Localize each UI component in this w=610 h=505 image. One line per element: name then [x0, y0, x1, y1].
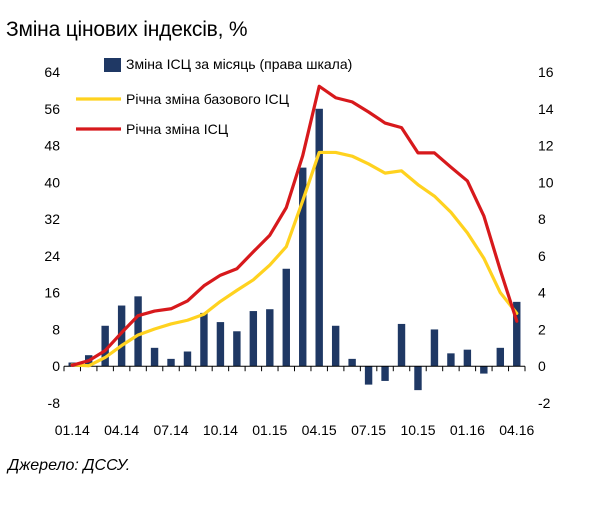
- bar-08.14: [183, 351, 192, 367]
- legend-label: Річна зміна ІСЦ: [126, 121, 229, 137]
- legend-label: Зміна ІСЦ за місяць (права шкала): [126, 56, 352, 72]
- x-axis-tick-label: 07.15: [351, 422, 386, 438]
- bar-05.14: [134, 296, 142, 367]
- bar-11.14: [233, 331, 241, 367]
- x-axis-tick-label: 04.16: [499, 422, 534, 438]
- right-axis-tick-label: 4: [538, 285, 546, 301]
- left-axis-tick-label: -8: [48, 395, 61, 411]
- x-axis-tick-label: 01.16: [450, 422, 485, 438]
- bar-05.15: [331, 325, 340, 367]
- x-axis-tick-label: 07.14: [153, 422, 188, 438]
- bar-03.15: [299, 167, 307, 367]
- bar-09.15: [397, 323, 406, 367]
- bar-01.15: [266, 309, 274, 367]
- right-axis-tick-label: 2: [538, 321, 546, 337]
- legend-label: Річна зміна базового ІСЦ: [126, 91, 290, 107]
- bar-01.16: [463, 349, 472, 367]
- right-axis-tick-label: 14: [538, 101, 554, 117]
- bar-07.15: [364, 366, 373, 385]
- x-axis-tick-label: 01.15: [252, 422, 287, 438]
- bar-09.14: [200, 312, 208, 367]
- bar-06.14: [150, 347, 159, 367]
- left-axis-tick-label: 24: [44, 248, 60, 264]
- x-axis-tick-label: 04.15: [302, 422, 337, 438]
- cpi-line: [70, 84, 519, 367]
- bar-10.15: [414, 366, 422, 391]
- left-axis-tick-label: 16: [44, 285, 60, 301]
- right-axis-tick-label: 12: [538, 138, 554, 154]
- left-axis-tick-label: 64: [44, 64, 60, 80]
- bar-11.15: [430, 329, 439, 367]
- left-axis-tick-label: 56: [44, 101, 60, 117]
- bar-12.15: [447, 353, 455, 367]
- bar-04.14: [117, 305, 126, 367]
- bar-02.15: [282, 268, 290, 367]
- legend-swatch-bar: [104, 58, 121, 72]
- left-axis-tick-label: 8: [52, 321, 60, 337]
- x-axis-tick-label: 10.14: [203, 422, 238, 438]
- x-axis-tick-label: 10.15: [400, 422, 435, 438]
- left-axis-tick-label: 40: [44, 174, 60, 190]
- core-cpi-line: [70, 150, 519, 368]
- right-axis-tick-label: 8: [538, 211, 546, 227]
- right-axis-tick-label: 10: [538, 174, 554, 190]
- source-note: Джерело: ДССУ.: [8, 457, 131, 474]
- bar-06.15: [348, 358, 356, 367]
- left-axis-tick-label: 32: [44, 211, 60, 227]
- x-axis-tick-label: 01.14: [55, 422, 90, 438]
- x-axis-tick-label: 04.14: [104, 422, 139, 438]
- left-axis-tick-label: 0: [52, 358, 60, 374]
- right-axis-tick-label: 6: [538, 248, 546, 264]
- bar-10.14: [216, 322, 225, 367]
- right-axis-tick-label: 16: [538, 64, 554, 80]
- bar-04.15: [315, 108, 323, 367]
- bar-07.14: [167, 358, 175, 367]
- bar-03.16: [496, 347, 505, 367]
- chart-title: Зміна цінових індексів, %: [6, 18, 248, 41]
- bar-02.16: [480, 366, 488, 374]
- bar-08.15: [381, 366, 389, 381]
- bar-03.14: [101, 325, 109, 367]
- right-axis-tick-label: -2: [538, 395, 551, 411]
- left-axis-tick-label: 48: [44, 138, 60, 154]
- bar-12.14: [249, 311, 258, 367]
- right-axis-tick-label: 0: [538, 358, 546, 374]
- bar-04.16: [513, 301, 521, 367]
